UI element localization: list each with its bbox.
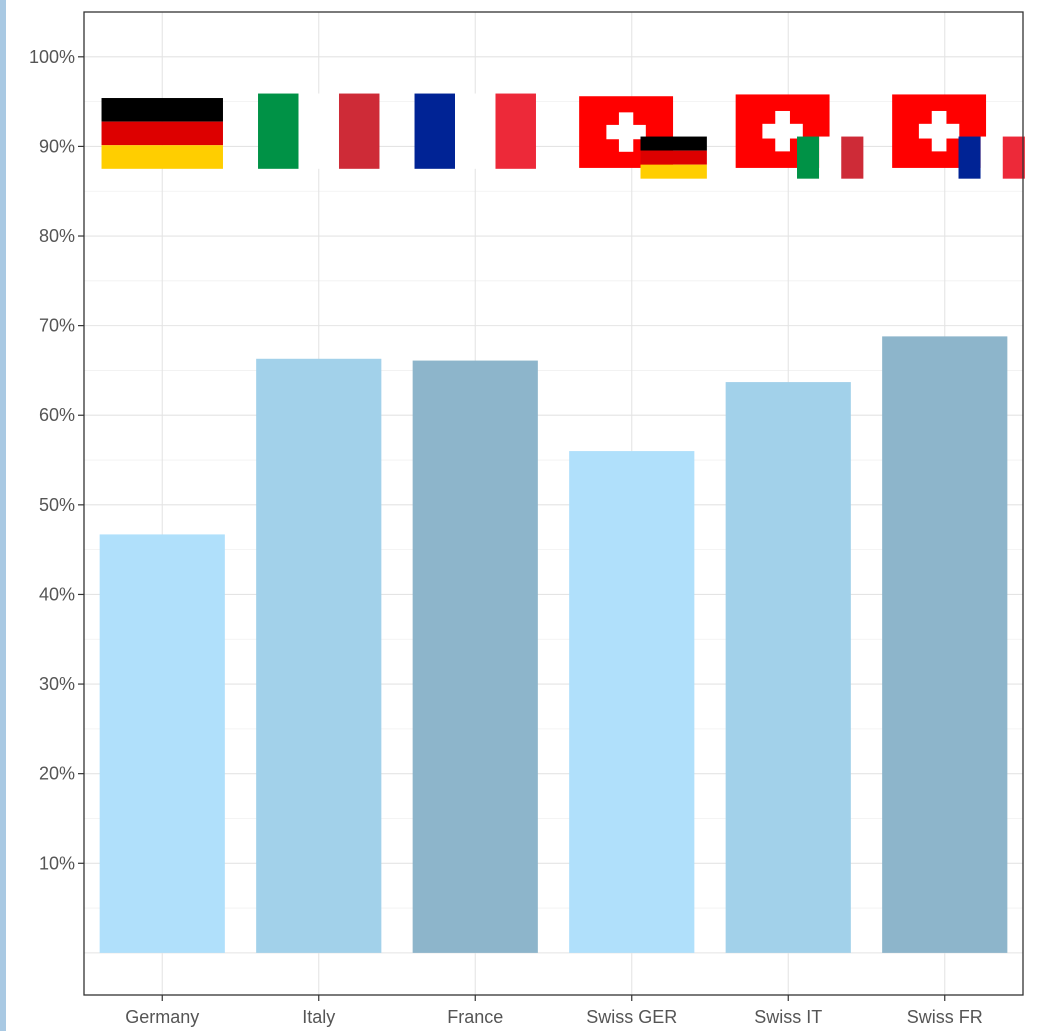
x-tick-label: France bbox=[447, 1007, 503, 1027]
france-flag-icon bbox=[414, 93, 536, 169]
y-tick-label: 80% bbox=[39, 226, 75, 246]
bar-italy bbox=[256, 358, 382, 953]
italy-flag-icon bbox=[258, 93, 380, 169]
bar-swiss-it bbox=[725, 382, 851, 953]
bar-germany bbox=[99, 534, 225, 953]
x-tick-label: Swiss FR bbox=[907, 1007, 983, 1027]
germany-flag-icon bbox=[101, 98, 223, 169]
switzerland-france-flag-icon bbox=[892, 94, 1025, 179]
bar-france bbox=[412, 360, 538, 953]
y-tick-label: 100% bbox=[29, 47, 75, 67]
x-tick-label: Germany bbox=[125, 1007, 199, 1027]
y-tick-label: 30% bbox=[39, 674, 75, 694]
y-tick-label: 90% bbox=[39, 136, 75, 156]
y-tick-label: 40% bbox=[39, 584, 75, 604]
bar-chart: 10% 20% 30% 40% 50% 60% 70% 80% 90% 100% Germany I… bbox=[29, 11, 1025, 1027]
chart-frame: 10% 20% 30% 40% 50% 60% 70% 80% 90% 100% Germany I… bbox=[6, 0, 1037, 1031]
y-axis: 10% 20% 30% 40% 50% 60% 70% 80% 90% 100% bbox=[29, 47, 84, 873]
panel-border bbox=[83, 11, 1024, 996]
bars bbox=[99, 336, 1008, 953]
x-tick-label: Swiss IT bbox=[754, 1007, 822, 1027]
switzerland-germany-flag-icon bbox=[579, 96, 707, 179]
bar-swiss-ger bbox=[569, 451, 695, 953]
y-tick-label: 50% bbox=[39, 495, 75, 515]
y-tick-label: 70% bbox=[39, 316, 75, 336]
bar-swiss-fr bbox=[882, 336, 1008, 953]
flags bbox=[101, 93, 1025, 179]
y-tick-label: 20% bbox=[39, 764, 75, 784]
x-tick-label: Swiss GER bbox=[586, 1007, 677, 1027]
x-axis: Germany Italy France Swiss GER Swiss IT Swiss… bbox=[125, 995, 983, 1027]
x-tick-label: Italy bbox=[302, 1007, 335, 1027]
switzerland-italy-flag-icon bbox=[735, 94, 864, 179]
y-tick-label: 10% bbox=[39, 853, 75, 873]
y-tick-label: 60% bbox=[39, 405, 75, 425]
